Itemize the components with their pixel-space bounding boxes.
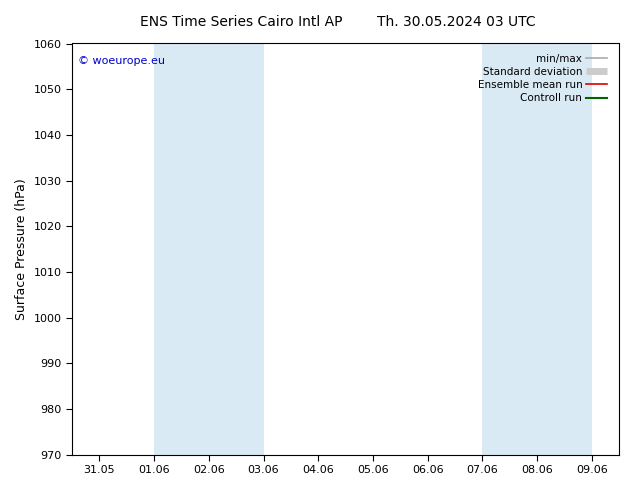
Text: ENS Time Series Cairo Intl AP: ENS Time Series Cairo Intl AP [139, 15, 342, 29]
Text: © woeurope.eu: © woeurope.eu [77, 56, 165, 66]
Y-axis label: Surface Pressure (hPa): Surface Pressure (hPa) [15, 178, 28, 320]
Text: Th. 30.05.2024 03 UTC: Th. 30.05.2024 03 UTC [377, 15, 536, 29]
Bar [154, 44, 264, 455]
Bar [482, 44, 592, 455]
Legend: min/max, Standard deviation, Ensemble mean run, Controll run: min/max, Standard deviation, Ensemble me… [474, 49, 611, 107]
